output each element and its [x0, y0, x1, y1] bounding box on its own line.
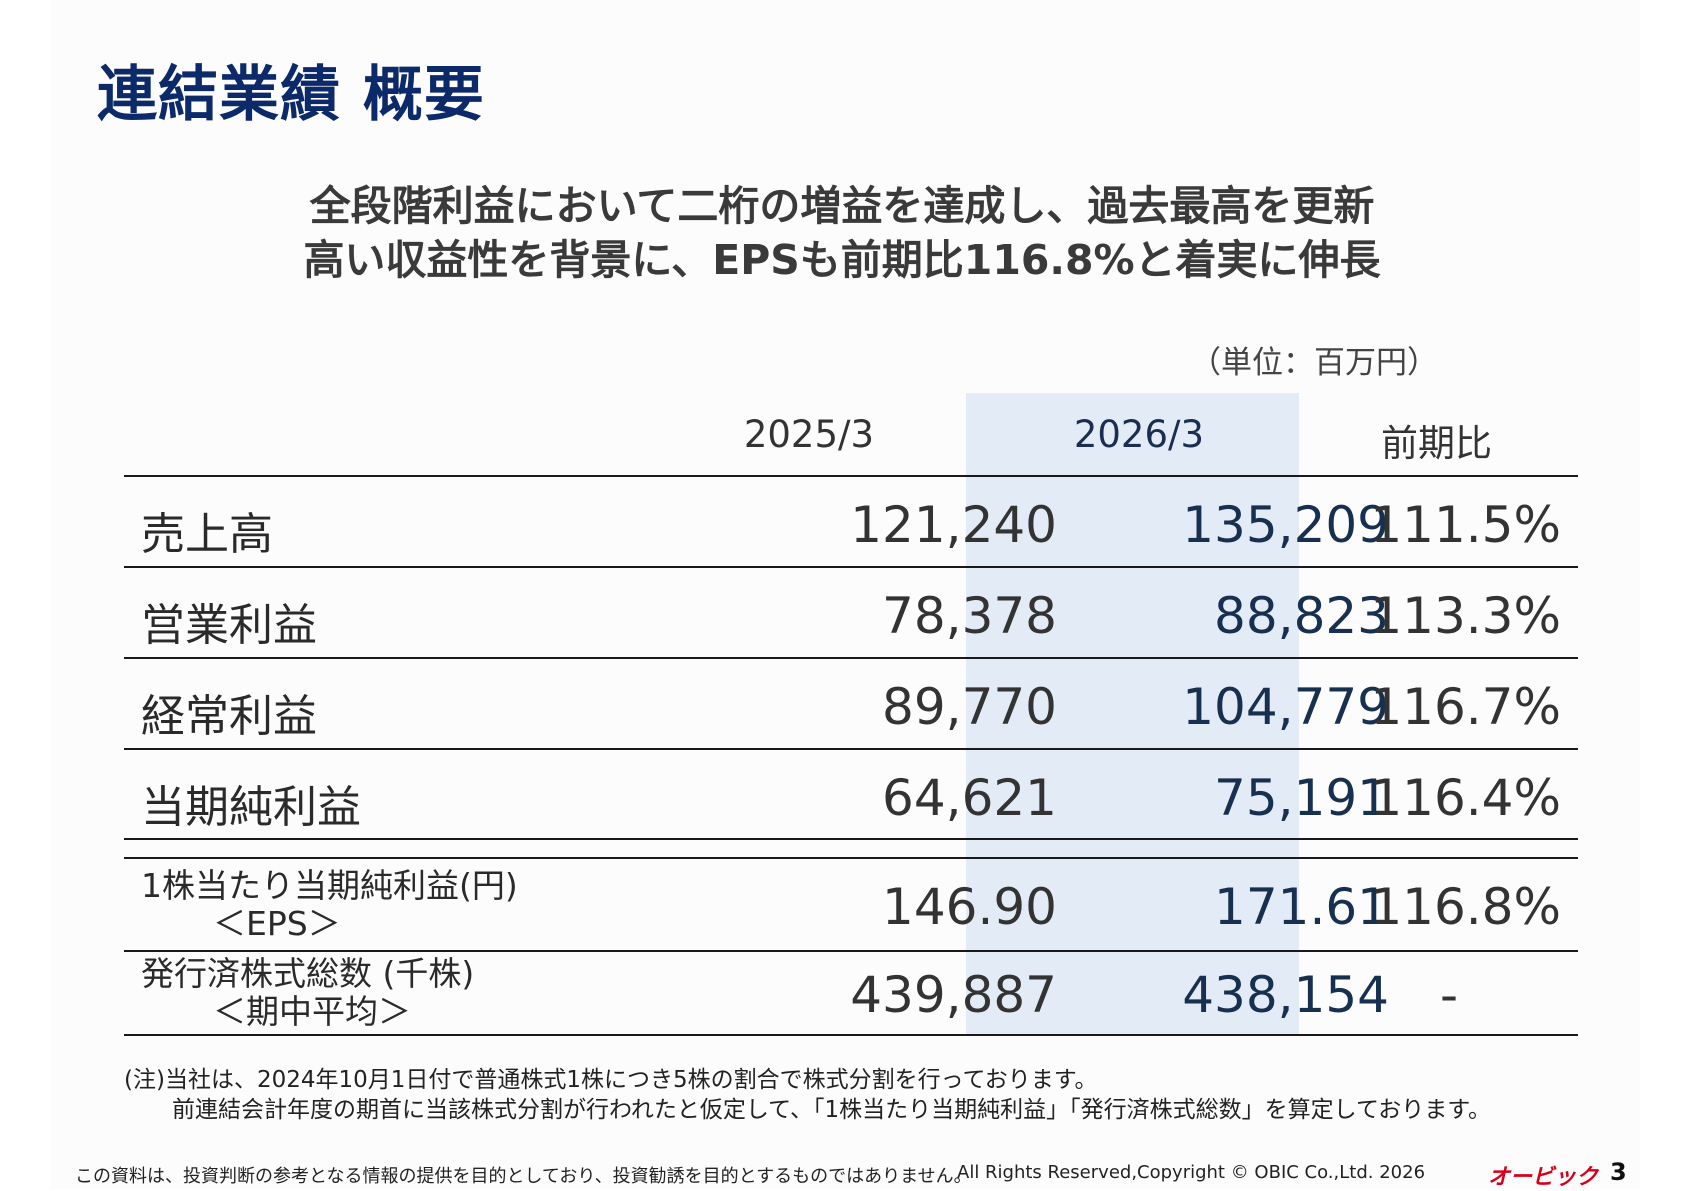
value-current: 88,823 [1214, 587, 1389, 645]
value-current: 171.61 [1214, 878, 1389, 936]
obic-logo: オービック [1488, 1165, 1599, 1190]
table-divider [124, 857, 1578, 859]
table-divider [124, 1034, 1578, 1036]
eps-sublabel: ＜EPS＞ [213, 904, 341, 943]
value-prev: 89,770 [882, 678, 1057, 736]
value-ratio: 116.8% [1370, 878, 1561, 936]
eps-label: 1株当たり当期純利益(円) [141, 866, 518, 905]
value-prev: 78,378 [882, 587, 1057, 645]
current-year-highlight [966, 393, 1299, 1036]
row-label: 1株当たり当期純利益(円) ＜EPS＞ [141, 867, 518, 943]
value-prev: 121,240 [850, 496, 1057, 554]
slide-background [50, 0, 1640, 1190]
row-label: 発行済株式総数 (千株) ＜期中平均＞ [141, 955, 474, 1031]
column-header-ratio: 前期比 [1381, 422, 1492, 465]
value-ratio: 116.4% [1370, 769, 1561, 827]
column-header-prev: 2025/3 [743, 413, 874, 456]
disclaimer-text: この資料は、投資判断の参考となる情報の提供を目的としており、投資勧誘を目的とする… [75, 1166, 972, 1187]
unit-label: （単位：百万円） [1190, 345, 1438, 381]
table-divider [124, 475, 1578, 477]
shares-label: 発行済株式総数 (千株) [141, 954, 475, 993]
row-label: 営業利益 [141, 600, 317, 651]
row-label: 売上高 [141, 509, 273, 560]
table-divider [124, 950, 1578, 952]
row-label: 当期純利益 [141, 782, 361, 833]
value-current: 104,779 [1182, 678, 1389, 736]
table-divider [124, 566, 1578, 568]
value-current: 438,154 [1182, 966, 1389, 1024]
value-current: 135,209 [1182, 496, 1389, 554]
row-label: 経常利益 [141, 691, 317, 742]
value-prev: 64,621 [882, 769, 1057, 827]
headline-line-1: 全段階利益において二桁の増益を達成し、過去最高を更新 [309, 182, 1375, 230]
table-divider [124, 657, 1578, 659]
value-prev: 146.90 [882, 878, 1057, 936]
page-title: 連結業績 概要 [97, 60, 485, 130]
page-number: 3 [1610, 1158, 1627, 1186]
footnote-line-2: 前連結会計年度の期首に当該株式分割が行われたと仮定して、「1株当たり当期純利益」… [172, 1097, 1491, 1123]
footnote-line-1: (注)当社は、2024年10月1日付で普通株式1株につき5株の割合で株式分割を行… [124, 1067, 1098, 1093]
column-header-current: 2026/3 [1073, 413, 1204, 456]
copyright-text: All Rights Reserved,Copyright © OBIC Co.… [957, 1162, 1426, 1183]
value-prev: 439,887 [850, 966, 1057, 1024]
table-divider [124, 838, 1578, 840]
headline-line-2: 高い収益性を背景に、EPSも前期比116.8%と着実に伸長 [303, 236, 1381, 284]
value-ratio: - [1439, 966, 1458, 1024]
value-current: 75,191 [1214, 769, 1389, 827]
value-ratio: 116.7% [1370, 678, 1561, 736]
table-divider [124, 748, 1578, 750]
value-ratio: 113.3% [1370, 587, 1561, 645]
shares-sublabel: ＜期中平均＞ [213, 992, 411, 1031]
value-ratio: 111.5% [1370, 496, 1561, 554]
